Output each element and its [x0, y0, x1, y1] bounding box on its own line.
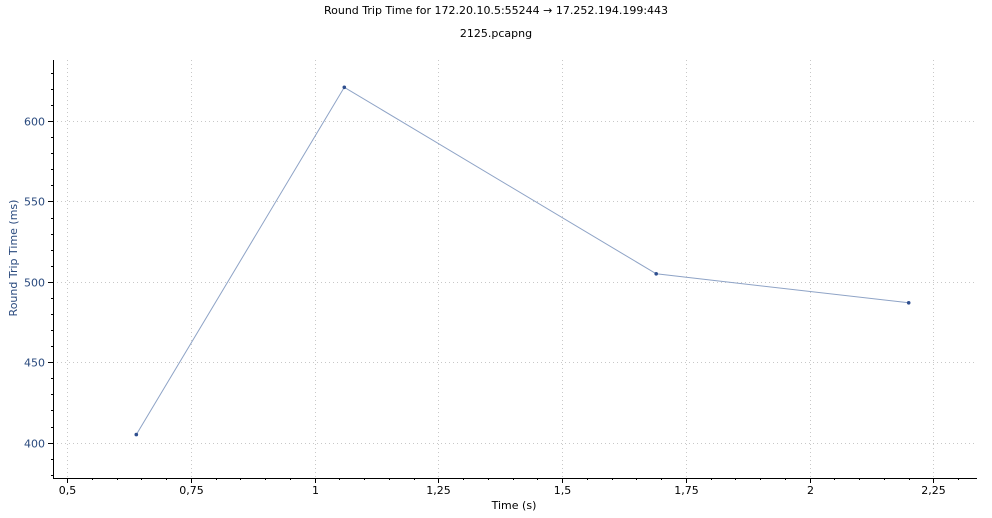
chart-title: Round Trip Time for 172.20.10.5:55244 → …: [324, 4, 668, 17]
data-point[interactable]: [654, 272, 658, 276]
x-axis-label: Time (s): [491, 499, 537, 512]
y-tick-label: 400: [24, 438, 45, 451]
x-tick-label: 1,75: [674, 484, 699, 497]
x-tick-label: 0,5: [59, 484, 77, 497]
y-tick-label: 550: [24, 196, 45, 209]
data-point[interactable]: [134, 432, 139, 437]
y-tick-label: 450: [24, 357, 45, 370]
x-tick-label: 1,5: [554, 484, 572, 497]
x-tick-label: 0,75: [179, 484, 204, 497]
x-tick-label: 1: [312, 484, 319, 497]
y-tick-label: 600: [24, 116, 45, 129]
data-point[interactable]: [342, 85, 347, 90]
axes: 0,5 0,75 1 1,25 1,5 1,75 2 2,25 400 450 500 550 600: [24, 60, 977, 497]
data-series: [134, 85, 911, 437]
x-tick-label: 1,25: [426, 484, 451, 497]
data-point[interactable]: [906, 301, 911, 305]
x-tick-label: 2: [807, 484, 814, 497]
series-line: [135, 86, 909, 435]
chart-subtitle: 2125.pcapng: [460, 27, 532, 40]
grid: [53, 60, 977, 478]
y-axis-label: Round Trip Time (ms): [7, 200, 20, 317]
x-tick-label: 2,25: [921, 484, 946, 497]
y-tick-label: 500: [24, 277, 45, 290]
